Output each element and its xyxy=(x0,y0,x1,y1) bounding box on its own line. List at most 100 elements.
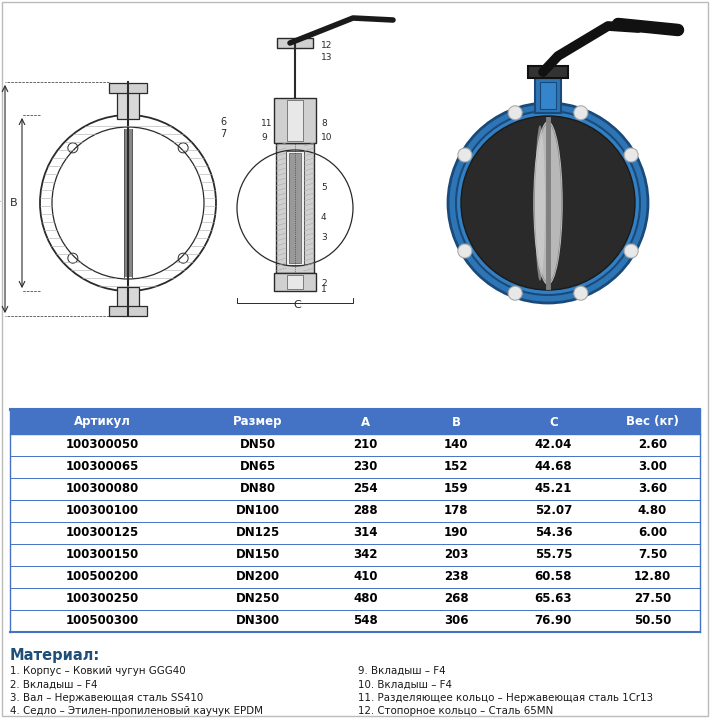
Text: 10: 10 xyxy=(321,134,332,142)
Bar xyxy=(109,306,147,316)
Circle shape xyxy=(456,111,640,295)
Text: 42.04: 42.04 xyxy=(535,439,572,452)
Text: 480: 480 xyxy=(354,592,378,605)
Bar xyxy=(0,0,710,405)
Circle shape xyxy=(574,286,588,300)
Text: 178: 178 xyxy=(444,505,469,518)
Text: 410: 410 xyxy=(354,571,378,584)
Text: 45.21: 45.21 xyxy=(535,482,572,495)
Circle shape xyxy=(624,148,638,162)
Text: B: B xyxy=(452,416,461,429)
Bar xyxy=(540,82,556,109)
Text: 54.36: 54.36 xyxy=(535,526,572,539)
Text: 55.75: 55.75 xyxy=(535,549,572,561)
Text: 100500300: 100500300 xyxy=(66,615,139,628)
Text: 6: 6 xyxy=(220,117,226,127)
Text: DN150: DN150 xyxy=(236,549,280,561)
Text: DN250: DN250 xyxy=(236,592,280,605)
Text: 100300125: 100300125 xyxy=(66,526,139,539)
Text: 190: 190 xyxy=(444,526,469,539)
Text: 210: 210 xyxy=(354,439,378,452)
Text: 238: 238 xyxy=(444,571,469,584)
Text: 7.50: 7.50 xyxy=(638,549,667,561)
Text: 44.68: 44.68 xyxy=(535,460,572,473)
Bar xyxy=(10,478,700,500)
Bar xyxy=(10,500,700,522)
Text: 2: 2 xyxy=(321,279,327,287)
Text: 1: 1 xyxy=(321,284,327,294)
Text: 2.60: 2.60 xyxy=(638,439,667,452)
Bar xyxy=(10,588,700,610)
Text: 5: 5 xyxy=(321,184,327,192)
Bar xyxy=(528,66,568,78)
Text: 268: 268 xyxy=(444,592,469,605)
Text: Размер: Размер xyxy=(233,416,283,429)
Bar xyxy=(10,566,700,588)
Circle shape xyxy=(461,116,635,290)
Text: 4.80: 4.80 xyxy=(638,505,667,518)
Text: 288: 288 xyxy=(354,505,378,518)
Text: 4. Седло – Этилен-пропиленовый каучук EPDM: 4. Седло – Этилен-пропиленовый каучук EP… xyxy=(10,707,263,717)
Bar xyxy=(287,100,303,141)
Text: Материал:: Материал: xyxy=(10,648,100,663)
Text: 159: 159 xyxy=(444,482,469,495)
Text: 342: 342 xyxy=(354,549,378,561)
Text: 3. Вал – Нержавеющая сталь SS410: 3. Вал – Нержавеющая сталь SS410 xyxy=(10,693,203,703)
Text: 2. Вкладыш – F4: 2. Вкладыш – F4 xyxy=(10,679,97,689)
Bar xyxy=(10,522,700,544)
Text: 10. Вкладыш – F4: 10. Вкладыш – F4 xyxy=(358,679,452,689)
Bar xyxy=(10,434,700,456)
Bar xyxy=(117,91,139,119)
Ellipse shape xyxy=(535,126,545,281)
Text: DN200: DN200 xyxy=(236,571,280,584)
Text: 7: 7 xyxy=(220,129,226,139)
Bar xyxy=(535,78,561,113)
Text: DN300: DN300 xyxy=(236,615,280,628)
Text: 12.80: 12.80 xyxy=(634,571,671,584)
Text: 100500200: 100500200 xyxy=(66,571,139,584)
Bar xyxy=(10,610,700,632)
Bar xyxy=(277,38,313,48)
Circle shape xyxy=(458,148,472,162)
Bar xyxy=(10,544,700,566)
Text: 8: 8 xyxy=(321,118,327,128)
Ellipse shape xyxy=(533,121,563,285)
Text: 1. Корпус – Ковкий чугун GGG40: 1. Корпус – Ковкий чугун GGG40 xyxy=(10,666,185,676)
Ellipse shape xyxy=(535,123,562,283)
Bar xyxy=(289,153,301,263)
Text: 9. Вкладыш – F4: 9. Вкладыш – F4 xyxy=(358,666,446,676)
Text: 254: 254 xyxy=(354,482,378,495)
Text: 76.90: 76.90 xyxy=(535,615,572,628)
Text: 52.07: 52.07 xyxy=(535,505,572,518)
Text: C: C xyxy=(293,300,301,310)
Text: 6.00: 6.00 xyxy=(638,526,667,539)
Text: DN65: DN65 xyxy=(240,460,276,473)
Circle shape xyxy=(508,106,522,120)
Text: DN100: DN100 xyxy=(236,505,280,518)
Text: 12. Стопорное кольцо – Сталь 65MN: 12. Стопорное кольцо – Сталь 65MN xyxy=(358,707,553,717)
Bar xyxy=(10,456,700,478)
Bar xyxy=(287,275,303,289)
Bar xyxy=(274,273,316,291)
Text: 3.60: 3.60 xyxy=(638,482,667,495)
Bar xyxy=(109,83,147,93)
Text: 4: 4 xyxy=(321,213,327,223)
Circle shape xyxy=(624,244,638,258)
Text: 314: 314 xyxy=(354,526,378,539)
Text: 27.50: 27.50 xyxy=(634,592,671,605)
Text: 100300050: 100300050 xyxy=(66,439,139,452)
Bar xyxy=(117,287,139,309)
Text: DN80: DN80 xyxy=(240,482,276,495)
Text: 140: 140 xyxy=(444,439,469,452)
Text: 100300100: 100300100 xyxy=(66,505,139,518)
Text: Артикул: Артикул xyxy=(75,416,131,429)
Text: 9: 9 xyxy=(261,134,267,142)
Text: 100300250: 100300250 xyxy=(66,592,139,605)
Circle shape xyxy=(448,103,648,303)
Bar xyxy=(10,410,700,434)
Text: 12: 12 xyxy=(321,42,332,50)
Text: DN125: DN125 xyxy=(236,526,280,539)
Text: 50.50: 50.50 xyxy=(634,615,671,628)
Text: Вес (кг): Вес (кг) xyxy=(626,416,679,429)
Text: 60.58: 60.58 xyxy=(535,571,572,584)
